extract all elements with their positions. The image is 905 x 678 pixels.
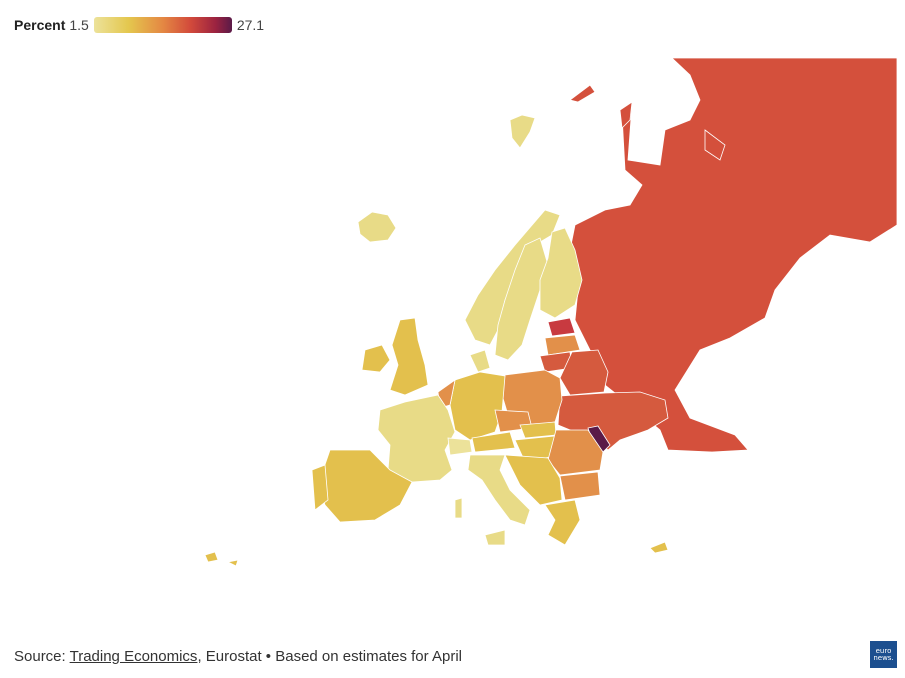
country-latvia[interactable] [544, 334, 581, 356]
country-italy-islands [454, 497, 506, 546]
country-finland[interactable] [539, 227, 583, 319]
country-ireland[interactable] [361, 344, 391, 373]
map-legend: Percent 1.5 27.1 [14, 15, 264, 35]
country-balkans[interactable] [504, 454, 563, 506]
country-germany[interactable] [449, 371, 506, 441]
country-estonia[interactable] [547, 317, 576, 337]
country-switzerland[interactable] [447, 437, 473, 456]
legend-title: Percent [14, 17, 66, 33]
country-greece[interactable] [544, 499, 581, 546]
legend-min-value: 1.5 [69, 17, 89, 33]
country-bulgaria[interactable] [559, 471, 601, 501]
country-denmark[interactable] [469, 349, 491, 373]
euronews-logo: euro news. [870, 641, 897, 668]
europe-choropleth-map [204, 57, 898, 567]
country-slovakia[interactable] [519, 421, 557, 439]
legend-color-scale [93, 17, 232, 33]
country-italy[interactable] [467, 454, 531, 526]
country-russia-islands [569, 84, 726, 161]
country-france[interactable] [377, 394, 456, 483]
source-line: Source: Trading Economics, Eurostat • Ba… [14, 648, 462, 665]
country-iceland[interactable] [357, 211, 397, 243]
legend-max-value: 27.1 [236, 17, 265, 33]
country-austria[interactable] [471, 431, 516, 453]
country-portugal[interactable] [311, 464, 329, 511]
country-malta-canary [204, 551, 239, 567]
country-cyprus[interactable] [649, 541, 669, 554]
country-uk[interactable] [389, 317, 429, 396]
source-link-trading-economics[interactable]: Trading Economics [69, 648, 198, 665]
country-svalbard [509, 114, 536, 149]
